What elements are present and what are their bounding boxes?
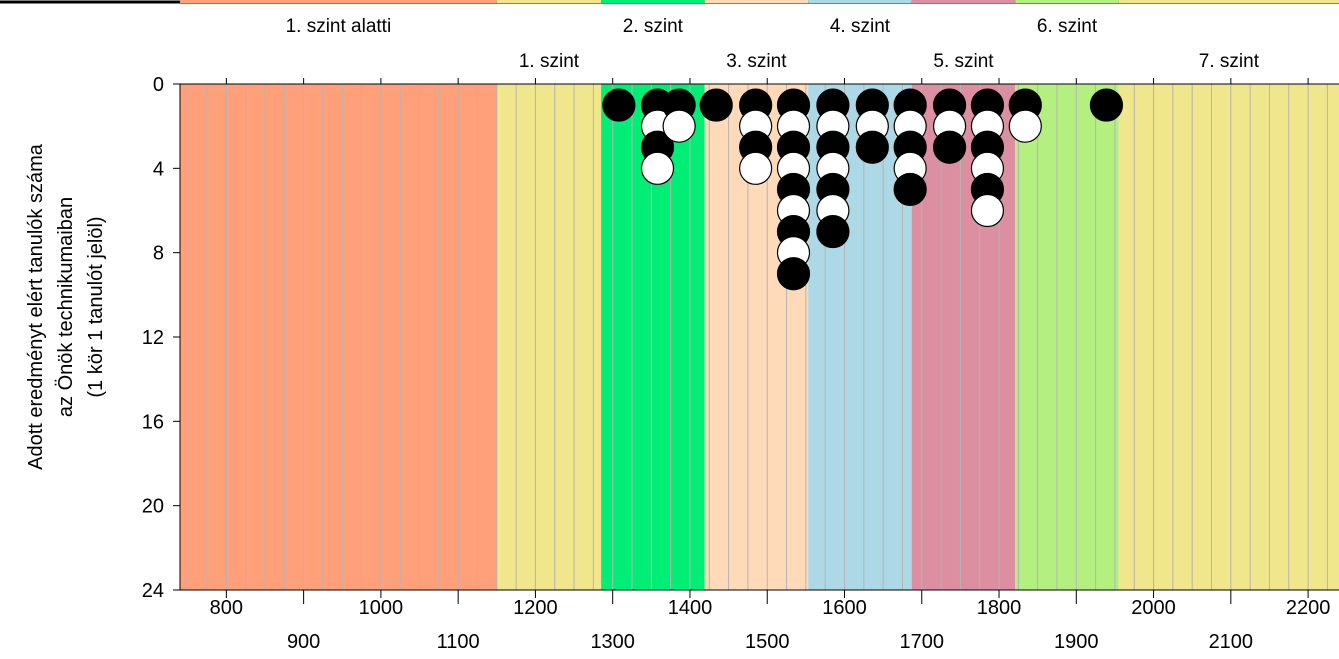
y-label-line-2: az Önök technikumaiban [55, 197, 77, 417]
level-label-2: 1. szint [519, 51, 580, 72]
level-band-8 [1118, 84, 1339, 590]
level-label-6: 5. szint [933, 51, 994, 72]
x-tick-label: 800 [210, 597, 243, 619]
level-band-top-strip-6 [911, 0, 1016, 3]
level-label-7: 6. szint [1037, 16, 1098, 37]
vertical-grid [187, 84, 1328, 590]
level-labels: 1. szint alatti 1. szint 2. szint 3. szint 4… [286, 16, 1260, 72]
level-label-8: 7. szint [1199, 51, 1260, 72]
level-band-2 [496, 84, 602, 590]
axes: 0 4 8 12 16 20 24 800 900 1000 1100 1200 1300 1400 150… [142, 74, 1339, 653]
level-band-top-strip-7 [1015, 0, 1119, 3]
open-dot [970, 193, 1005, 228]
x-tick-label: 1200 [513, 597, 558, 619]
level-band-top-strip-2 [496, 0, 602, 3]
level-band-top-strip-5 [808, 0, 912, 3]
x-tick-label: 900 [287, 631, 320, 653]
filled-dot [816, 214, 850, 249]
level-band-top-strip-1 [180, 0, 497, 3]
open-dot [739, 151, 773, 185]
y-label-line-1: Adott eredményt elért tanulók száma [25, 143, 47, 470]
level-label-1: 1. szint alatti [286, 16, 392, 37]
level-label-3: 2. szint [623, 16, 684, 37]
x-tick-label: 2200 [1286, 597, 1331, 619]
y-label-line-3: (1 kör 1 tanulót jelöl) [85, 216, 107, 397]
x-tick-label: 1800 [977, 597, 1022, 619]
open-dot [662, 109, 696, 143]
x-tick-label: 1300 [590, 631, 635, 653]
x-tick-label: 1700 [900, 631, 945, 653]
level-band-7 [1015, 84, 1119, 590]
y-tick-label: 8 [153, 243, 164, 265]
y-tick-label: 20 [142, 496, 164, 518]
filled-dot [932, 130, 967, 164]
student-dots [602, 88, 1124, 291]
y-tick-label: 16 [142, 411, 164, 433]
x-tick-label: 1600 [822, 597, 867, 619]
level-band-top-strip-3 [601, 0, 705, 3]
x-tick-label: 2100 [1209, 631, 1254, 653]
y-tick-label: 24 [142, 580, 164, 602]
level-band-top-strip-4 [704, 0, 809, 3]
open-dot [640, 151, 675, 185]
level-band-top-strip-8 [1118, 0, 1339, 3]
x-tick-label: 1000 [359, 597, 404, 619]
x-tick-label: 1500 [745, 631, 790, 653]
filled-dot [855, 130, 889, 164]
x-tick-label: 1400 [668, 597, 713, 619]
level-label-4: 3. szint [726, 51, 787, 72]
y-tick-label: 12 [142, 327, 164, 349]
x-tick-label: 2000 [1131, 597, 1176, 619]
open-dot [1008, 109, 1042, 143]
level-band-1 [180, 84, 497, 590]
filled-dot [699, 88, 733, 122]
x-tick-label: 1900 [1054, 631, 1099, 653]
level-bands [180, 0, 1339, 590]
y-tick-label: 0 [153, 74, 164, 96]
y-axis-label: Adott eredményt elért tanulók száma az Ön… [25, 143, 107, 470]
level-label-5: 4. szint [830, 16, 891, 37]
x-tick-label: 1100 [437, 631, 480, 653]
filled-dot [1089, 88, 1124, 122]
y-tick-label: 4 [153, 158, 164, 180]
filled-dot [602, 88, 636, 122]
filled-dot [776, 257, 811, 291]
filled-dot [893, 172, 927, 207]
